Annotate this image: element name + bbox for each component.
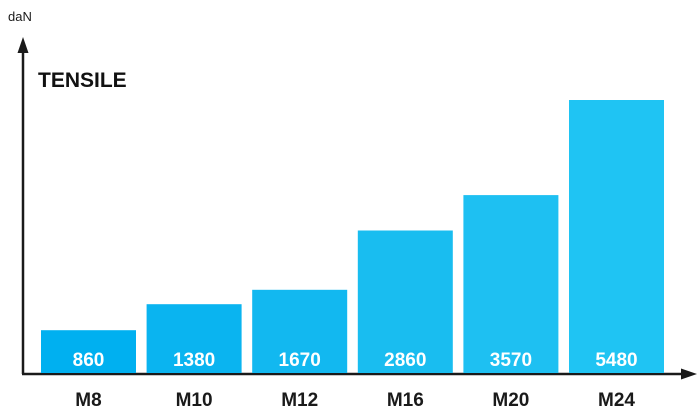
y-axis-unit-label: daN xyxy=(8,9,32,24)
bar-m12 xyxy=(252,289,348,373)
bar-m24 xyxy=(569,100,664,373)
bar-m20 xyxy=(463,195,559,373)
bar-value-label: 2860 xyxy=(384,350,426,371)
x-tick-label: M24 xyxy=(598,390,635,411)
x-tick-label: M16 xyxy=(387,390,424,411)
x-tick-label: M10 xyxy=(176,390,213,411)
bar-value-label: 860 xyxy=(73,350,105,371)
x-axis-arrow xyxy=(681,368,697,380)
bar-value-label: 1670 xyxy=(279,350,321,371)
bars-group: 860 M8 1380 M10 1670 M12 2860 M16 3570 M20 5480 M24 xyxy=(41,100,664,411)
bar-m16 xyxy=(357,230,453,373)
x-tick-label: M8 xyxy=(75,390,101,411)
bar-value-label: 1380 xyxy=(173,350,215,371)
x-tick-label: M12 xyxy=(281,390,318,411)
x-tick-label: M20 xyxy=(492,390,529,411)
bar-value-label: 5480 xyxy=(595,350,637,371)
chart-title: TENSILE xyxy=(38,69,127,92)
bar-m8 xyxy=(41,330,136,373)
bar-m10 xyxy=(146,304,242,373)
bar-value-label: 3570 xyxy=(490,350,532,371)
y-axis-arrow xyxy=(17,37,29,53)
